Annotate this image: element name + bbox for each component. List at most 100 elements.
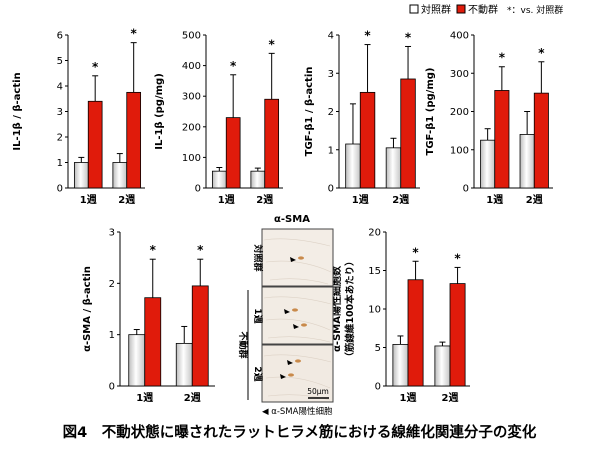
legend-significance-note: *：vs. 対照群 bbox=[507, 4, 563, 16]
y-tick-label: 100 bbox=[182, 153, 201, 164]
y-tick-label: 3 bbox=[109, 228, 115, 239]
bar-immobilized bbox=[144, 297, 162, 387]
y-tick-label: 100 bbox=[450, 145, 469, 156]
bar-control bbox=[480, 139, 496, 189]
micrograph-week2 bbox=[261, 344, 334, 403]
bar-control bbox=[519, 134, 535, 189]
micrograph-row-label-week2: 2週 bbox=[252, 366, 263, 382]
x-tick-label: 2週 bbox=[118, 194, 135, 206]
bar-control bbox=[385, 147, 402, 189]
bar-control bbox=[175, 342, 193, 387]
y-tick-label: 0 bbox=[375, 382, 381, 393]
x-tick-label: 2週 bbox=[442, 392, 459, 404]
bar-immobilized bbox=[494, 90, 510, 189]
legend: 対照群 不動群 *：vs. 対照群 bbox=[409, 3, 563, 16]
chart-il1b-mrna: 0 1 2 3 4 5 6 IL-1β / β-actin * 1週 * 2週 bbox=[12, 27, 145, 206]
bar-control bbox=[345, 143, 361, 189]
significance-marker: * bbox=[150, 243, 157, 257]
y-tick-label: 0 bbox=[463, 184, 469, 195]
chart-tgfb1-protein: 0 100 200 300 400 TGF-β1 (pg/mg) * 1週 * 2週 bbox=[425, 31, 553, 206]
bar-control bbox=[128, 334, 146, 387]
y-tick-label: 6 bbox=[57, 31, 63, 42]
bar-immobilized bbox=[126, 91, 142, 189]
x-tick-label: 1週 bbox=[486, 194, 503, 206]
significance-marker: * bbox=[197, 243, 204, 257]
significance-marker: * bbox=[269, 37, 276, 51]
y-tick-label: 2 bbox=[109, 279, 115, 290]
bar-control bbox=[211, 170, 227, 189]
y-tick-label: 300 bbox=[450, 69, 469, 80]
y-axis-label: TGF-β1 / β-actin bbox=[304, 67, 315, 157]
y-axis-label-sub: （筋線維100本あたり） bbox=[344, 256, 356, 361]
legend-label-control: 対照群 bbox=[421, 3, 451, 16]
micrograph-panel: α-SMA 対照群 1週 2週 不動 bbox=[237, 214, 334, 417]
x-tick-label: 2週 bbox=[184, 392, 201, 404]
y-tick-label: 500 bbox=[182, 31, 201, 42]
x-tick-label: 1週 bbox=[400, 392, 417, 404]
y-axis-label: α-SMA / β-actin bbox=[82, 266, 93, 352]
bar-control bbox=[112, 162, 128, 189]
x-tick-label: 1週 bbox=[218, 194, 235, 206]
micrograph-control bbox=[261, 228, 334, 287]
bar-immobilized bbox=[87, 100, 103, 189]
significance-marker: * bbox=[131, 27, 138, 41]
micrograph-row-label-week1: 1週 bbox=[252, 308, 263, 324]
micrograph-row-label-control: 対照群 bbox=[252, 243, 264, 271]
micrograph-texture bbox=[263, 238, 332, 401]
significance-marker: * bbox=[92, 60, 99, 74]
y-tick-label: 10 bbox=[368, 305, 381, 316]
y-tick-label: 5 bbox=[375, 343, 381, 354]
arrowheads bbox=[280, 257, 299, 379]
bar-control bbox=[434, 345, 451, 387]
y-tick-label: 5 bbox=[57, 56, 63, 67]
chart-tgfb1-mrna: 0 1 2 3 4 TGF-β1 / β-actin * 1週 * 2週 bbox=[304, 29, 420, 206]
significance-marker: * bbox=[499, 51, 506, 65]
arrowhead-icon bbox=[293, 324, 299, 329]
x-tick-label: 1週 bbox=[136, 392, 153, 404]
y-tick-label: 15 bbox=[368, 266, 381, 277]
micrograph-title: α-SMA bbox=[274, 214, 310, 225]
bar-immobilized bbox=[359, 91, 376, 189]
y-tick-label: 200 bbox=[182, 122, 201, 133]
arrowhead-icon bbox=[284, 309, 290, 314]
y-axis-label: IL-1β (pg/mg) bbox=[154, 73, 165, 150]
bar-immobilized bbox=[533, 92, 549, 189]
chart-asma-mrna: 0 1 2 3 α-SMA / β-actin * 1週 * 2週 bbox=[82, 228, 215, 404]
y-axis-label: TGF-β1 (pg/mg) bbox=[425, 68, 436, 156]
bar-control bbox=[73, 162, 89, 189]
legend-label-immobilized: 不動群 bbox=[468, 3, 498, 16]
y-tick-label: 0 bbox=[57, 184, 63, 195]
y-tick-label: 4 bbox=[57, 82, 63, 93]
bar-immobilized bbox=[191, 285, 209, 387]
bar-immobilized bbox=[225, 117, 241, 189]
significance-marker: * bbox=[364, 29, 371, 43]
y-tick-label: 300 bbox=[182, 92, 201, 103]
y-tick-label: 0 bbox=[328, 184, 334, 195]
y-tick-label: 0 bbox=[109, 382, 115, 393]
bar-control bbox=[392, 344, 409, 387]
y-axis-label: IL-1β / β-actin bbox=[12, 72, 23, 150]
significance-marker: * bbox=[230, 59, 237, 73]
significance-marker: * bbox=[538, 46, 545, 60]
arrowhead-icon bbox=[280, 374, 286, 379]
y-tick-label: 4 bbox=[328, 31, 334, 42]
y-tick-label: 3 bbox=[57, 107, 63, 118]
y-tick-label: 0 bbox=[195, 184, 201, 195]
significance-marker: * bbox=[454, 251, 461, 265]
arrowhead-icon bbox=[287, 360, 293, 365]
significance-marker: * bbox=[412, 245, 419, 259]
x-tick-label: 2週 bbox=[392, 194, 409, 206]
y-tick-label: 1 bbox=[57, 158, 63, 169]
x-tick-label: 1週 bbox=[80, 194, 97, 206]
significance-marker: * bbox=[405, 30, 412, 44]
arrowhead-icon bbox=[290, 257, 296, 262]
figure-caption: 図4 不動状態に曝されたラットヒラメ筋における線維化関連分子の変化 bbox=[62, 425, 537, 441]
x-tick-label: 2週 bbox=[526, 194, 543, 206]
y-tick-label: 400 bbox=[450, 31, 469, 42]
y-tick-label: 1 bbox=[328, 145, 334, 156]
y-tick-label: 3 bbox=[328, 69, 334, 80]
micrograph-week1 bbox=[261, 286, 334, 345]
bar-immobilized bbox=[449, 283, 466, 387]
